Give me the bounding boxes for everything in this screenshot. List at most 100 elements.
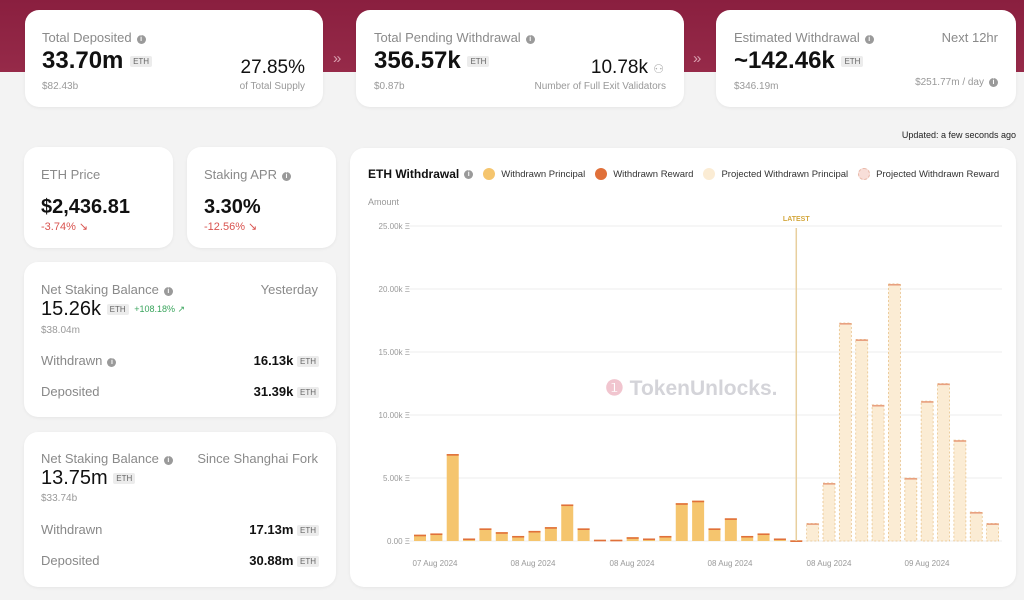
- withdrawn-reward-bar: [741, 535, 754, 538]
- legend-label: Projected Withdrawn Principal: [721, 168, 849, 180]
- withdrawn-bar: [577, 528, 590, 541]
- net-change: +108.18% ↗: [134, 304, 186, 315]
- legend-dot: [595, 168, 608, 180]
- price-change: -3.74% ↘: [41, 221, 89, 233]
- usd-value: $346.19m: [734, 81, 779, 92]
- apr-change: -12.56% ↘: [204, 221, 258, 233]
- withdrawn-reward-bar: [692, 500, 705, 503]
- projected-bar: [969, 511, 983, 542]
- projected-bar: [838, 322, 852, 542]
- period-label: Yesterday: [260, 282, 318, 297]
- x-tick-label: 08 Aug 2024: [610, 559, 655, 568]
- net-staking-shanghai-card: Net Staking Balance i Since Shanghai Fork…: [24, 432, 336, 587]
- withdrawn-reward-bar: [528, 530, 541, 533]
- withdrawn-bar: [430, 533, 443, 541]
- y-axis-label: Amount: [368, 197, 400, 207]
- y-tick-label: 15.00k Ξ: [379, 348, 410, 357]
- total-deposited-value: 33.70m: [42, 47, 124, 74]
- y-tick-label: 5.00k Ξ: [383, 474, 410, 483]
- deposited-value: 31.39k: [253, 384, 294, 399]
- projected-bar: [822, 482, 836, 542]
- total-deposited-card: Total Deposited i 33.70m ETH $82.43b 27.8…: [25, 10, 323, 107]
- net-staking-yesterday-card: Net Staking Balance i Yesterday 15.26k ET…: [24, 262, 336, 417]
- withdrawn-reward-bar: [430, 533, 443, 536]
- eth-badge: ETH: [113, 473, 136, 485]
- usd-value: $33.74b: [41, 493, 78, 504]
- watermark-logo: ❶ TokenUnlocks.: [605, 377, 778, 400]
- card-label: Total Pending Withdrawal: [374, 30, 521, 45]
- info-icon[interactable]: i: [163, 456, 173, 465]
- x-tick-label: 07 Aug 2024: [413, 559, 458, 568]
- pending-withdrawal-card: Total Pending Withdrawal i 356.57k ETH $0…: [356, 10, 684, 107]
- updated-text: Updated: a few seconds ago: [901, 130, 1016, 140]
- validators-caption: Number of Full Exit Validators: [534, 81, 666, 92]
- withdrawn-reward-bar: [463, 538, 476, 541]
- withdrawn-reward-bar: [593, 539, 606, 542]
- projected-reward-bar: [986, 523, 999, 525]
- withdrawn-bar: [446, 454, 459, 541]
- legend-label: Withdrawn Reward: [613, 168, 694, 180]
- withdrawn-bar: [479, 528, 492, 541]
- info-icon[interactable]: i: [989, 78, 998, 87]
- info-icon[interactable]: i: [525, 35, 535, 44]
- card-label: ETH Price: [41, 167, 101, 182]
- x-tick-label: 08 Aug 2024: [708, 559, 753, 568]
- eth-price-value: $2,436.81: [41, 196, 130, 218]
- legend-label: Projected Withdrawn Reward: [876, 168, 1000, 180]
- eth-price-card: ETH Price $2,436.81 -3.74% ↘: [24, 147, 173, 248]
- withdrawn-reward-bar: [773, 538, 786, 541]
- legend-label: Withdrawn Principal: [501, 168, 586, 180]
- eth-badge: ETH: [106, 304, 129, 316]
- withdrawn-reward-bar: [659, 535, 672, 538]
- info-icon[interactable]: i: [107, 358, 117, 367]
- eth-badge: ETH: [297, 556, 319, 568]
- eth-withdrawal-chart-card: ETH Withdrawal i Withdrawn Principal With…: [350, 148, 1016, 587]
- withdrawn-value: 17.13m: [249, 522, 294, 537]
- eth-badge: ETH: [467, 56, 490, 68]
- deposited-label: Deposited: [41, 384, 100, 399]
- bar-chart: 0.00 Ξ 5.00k Ξ 10.00k Ξ 15.00k Ξ 20.00k Ξ 25.…: [379, 216, 1002, 568]
- projected-reward-bar: [937, 383, 950, 386]
- apr-value: 3.30%: [204, 196, 261, 218]
- withdrawn-reward-bar: [512, 535, 525, 538]
- projected-bar: [937, 383, 950, 542]
- withdrawn-reward-bar: [790, 540, 803, 542]
- withdrawn-reward-bar: [414, 534, 426, 537]
- info-icon[interactable]: i: [163, 287, 173, 296]
- legend-projected-principal[interactable]: Projected Withdrawn Principal: [703, 168, 848, 180]
- legend-withdrawn-reward[interactable]: Withdrawn Reward: [595, 168, 693, 180]
- info-icon[interactable]: i: [282, 172, 291, 181]
- chart-title: ETH Withdrawal: [368, 167, 460, 181]
- withdrawn-reward-bar: [561, 504, 574, 507]
- info-icon[interactable]: i: [136, 35, 146, 44]
- withdrawn-bar: [659, 535, 672, 541]
- projected-bar: [855, 338, 869, 542]
- eth-badge: ETH: [297, 525, 319, 537]
- projected-reward-bar: [806, 523, 819, 525]
- net-value: 13.75m: [41, 467, 108, 489]
- withdrawn-bar: [741, 535, 754, 541]
- legend-dot: [483, 168, 496, 180]
- legend-withdrawn-principal[interactable]: Withdrawn Principal: [483, 168, 585, 180]
- usd-value: $82.43b: [42, 81, 79, 92]
- withdrawn-value: 16.13k: [253, 353, 294, 368]
- supply-caption: of Total Supply: [239, 81, 305, 92]
- pending-value: 356.57k: [374, 47, 461, 74]
- y-tick-label: 25.00k Ξ: [379, 222, 410, 231]
- projected-reward-bar: [953, 440, 966, 442]
- deposited-label: Deposited: [41, 553, 100, 568]
- usd-value: $38.04m: [41, 325, 80, 336]
- y-tick-label: 20.00k Ξ: [379, 285, 410, 294]
- card-label: Total Deposited: [42, 30, 132, 45]
- usd-value: $0.87b: [374, 81, 405, 92]
- eth-badge: ETH: [130, 56, 153, 68]
- info-icon[interactable]: i: [464, 169, 474, 179]
- x-tick-label: 08 Aug 2024: [807, 559, 852, 568]
- info-icon[interactable]: i: [864, 35, 874, 44]
- projected-bar: [953, 439, 967, 542]
- legend-projected-reward[interactable]: Projected Withdrawn Reward: [858, 168, 999, 180]
- supply-percent: 27.85%: [240, 57, 305, 78]
- withdrawn-reward-bar: [724, 518, 737, 520]
- withdrawn-bar: [724, 518, 737, 541]
- withdrawn-bar: [561, 504, 574, 541]
